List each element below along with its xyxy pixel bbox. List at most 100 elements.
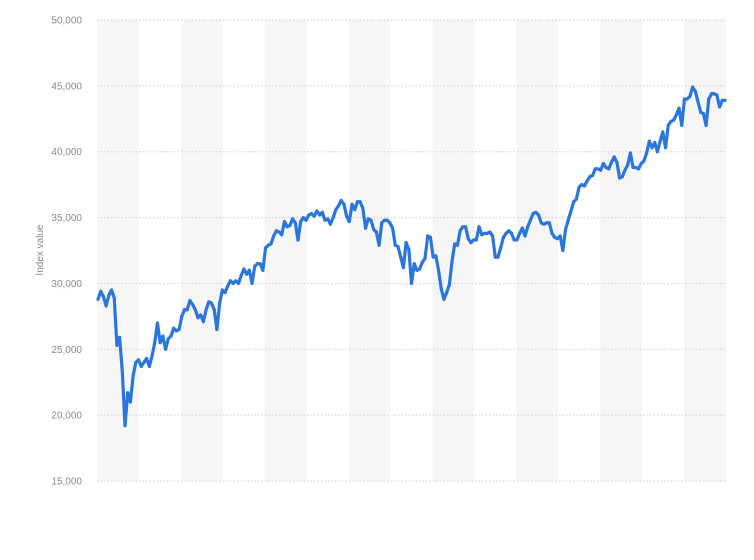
data-point	[180, 314, 184, 318]
data-point	[461, 225, 465, 229]
data-point	[218, 301, 222, 305]
data-point	[158, 341, 162, 345]
data-point	[485, 231, 489, 235]
data-point	[455, 243, 460, 247]
data-point	[161, 334, 165, 338]
data-point	[282, 219, 287, 224]
data-point	[542, 222, 546, 226]
data-point	[626, 163, 630, 167]
data-point	[355, 200, 360, 204]
data-point	[155, 321, 160, 325]
data-point	[204, 308, 208, 312]
data-point	[207, 300, 211, 304]
data-point	[163, 347, 168, 351]
data-point	[653, 140, 657, 145]
data-point	[539, 221, 543, 225]
data-point	[309, 212, 314, 216]
data-point	[447, 283, 451, 287]
data-point	[255, 262, 260, 266]
data-point	[290, 217, 295, 221]
data-point	[104, 304, 108, 308]
data-point	[588, 175, 592, 179]
data-point	[482, 231, 487, 235]
y-tick-label: 25,000	[51, 345, 82, 356]
data-point	[607, 167, 611, 171]
data-point	[353, 208, 357, 212]
data-point	[339, 198, 343, 203]
data-point	[574, 197, 578, 201]
data-point	[701, 111, 705, 116]
data-point	[385, 218, 389, 222]
data-point	[374, 230, 378, 234]
data-point	[572, 200, 576, 204]
data-point	[618, 176, 622, 180]
data-point	[296, 238, 300, 242]
data-point	[696, 100, 700, 104]
data-point	[326, 217, 330, 221]
data-point	[717, 105, 722, 109]
data-point	[193, 308, 197, 312]
data-point	[123, 424, 127, 428]
data-point	[655, 150, 660, 154]
data-point	[358, 200, 362, 204]
data-point	[336, 204, 341, 208]
data-point	[590, 173, 595, 178]
data-point	[247, 268, 251, 272]
y-tick-label: 35,000	[51, 213, 82, 224]
data-point	[688, 94, 692, 98]
data-point	[504, 231, 508, 235]
data-point	[509, 231, 514, 235]
data-point	[631, 165, 635, 170]
data-point	[720, 98, 724, 102]
data-point	[582, 184, 587, 188]
data-point	[418, 267, 422, 271]
data-point	[496, 255, 500, 259]
data-point	[501, 235, 505, 239]
data-point	[661, 130, 665, 134]
data-point	[615, 160, 619, 164]
data-point	[150, 354, 154, 358]
data-point	[328, 222, 333, 226]
data-point	[563, 227, 568, 232]
data-point	[715, 93, 719, 97]
data-point	[245, 272, 249, 276]
data-point	[558, 234, 562, 238]
data-point	[277, 230, 281, 234]
data-point	[315, 209, 319, 213]
data-point	[190, 302, 195, 307]
data-point	[420, 260, 424, 264]
data-point	[672, 118, 676, 122]
data-point	[304, 218, 308, 222]
data-point	[231, 281, 235, 286]
data-point	[220, 288, 224, 292]
y-tick-label: 20,000	[51, 411, 82, 422]
data-point	[323, 218, 327, 222]
data-point	[561, 248, 565, 253]
data-point	[388, 221, 392, 225]
y-tick-label: 40,000	[51, 147, 82, 158]
data-point	[472, 238, 476, 242]
y-axis-title: Index value	[35, 224, 46, 276]
data-point	[382, 218, 387, 222]
data-point	[634, 165, 638, 170]
data-point	[250, 281, 254, 286]
data-point	[212, 308, 216, 312]
data-point	[380, 221, 384, 225]
data-point	[628, 151, 633, 155]
data-point	[169, 334, 173, 338]
data-point	[285, 225, 289, 229]
data-point	[609, 160, 614, 164]
data-point	[604, 165, 608, 170]
background-band	[348, 20, 391, 481]
data-point	[201, 320, 205, 324]
data-point	[507, 229, 511, 233]
y-axis-tick-labels: 15,000 20,000 25,000 30,000 35,000 40,000 45,0…	[51, 16, 82, 488]
data-point	[342, 202, 346, 206]
data-point	[415, 268, 419, 272]
data-point	[99, 289, 103, 293]
data-point	[477, 225, 481, 229]
data-point	[372, 227, 376, 232]
data-point	[318, 213, 322, 217]
